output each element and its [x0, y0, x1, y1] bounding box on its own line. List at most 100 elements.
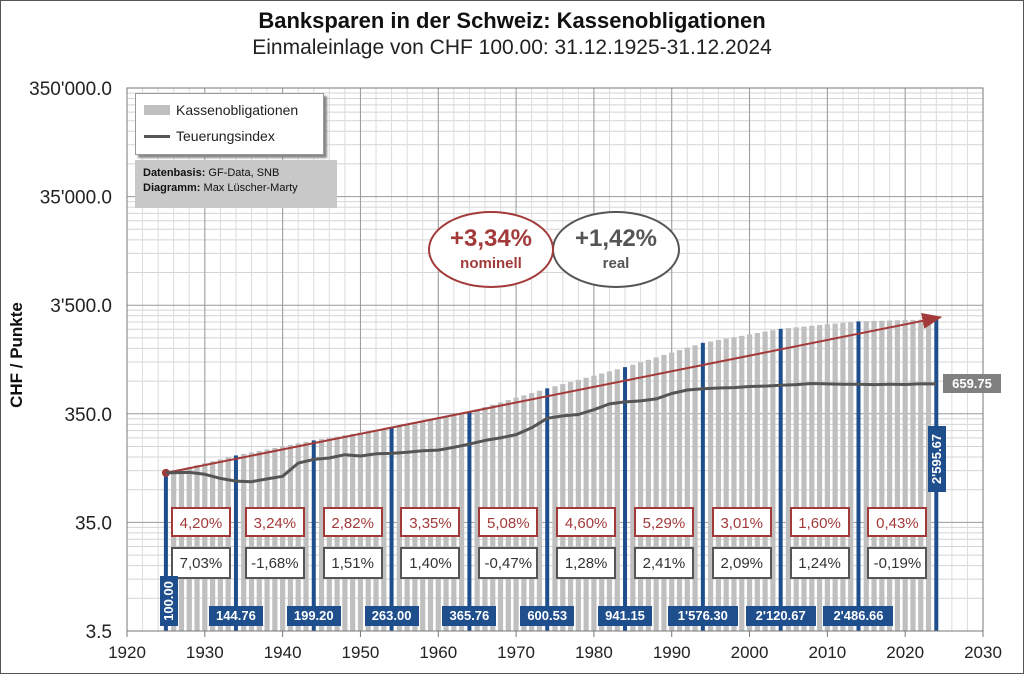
- bar-year-1988: [653, 357, 659, 631]
- real-return-box: -0,47%: [478, 547, 539, 579]
- bar-year-2012: [840, 322, 846, 631]
- bar-year-1963: [459, 413, 465, 631]
- bar-year-2007: [801, 326, 807, 631]
- x-tick-label: 1960: [419, 643, 457, 662]
- value-label-1994: 1'576.30: [667, 606, 738, 626]
- bar-year-2011: [832, 323, 838, 631]
- bar-year-2002: [762, 331, 768, 631]
- bar-decade-1984: [623, 367, 628, 631]
- bar-decade-1994: [700, 342, 705, 631]
- y-tick-label: 35.0: [75, 513, 112, 534]
- nominal-return-box: 5,08%: [478, 507, 539, 537]
- bar-year-2005: [785, 328, 792, 631]
- nominal-return-box: 4,60%: [556, 507, 617, 537]
- value-label-1974: 600.53: [520, 606, 575, 626]
- bar-year-1991: [676, 350, 683, 631]
- nominal-return-box: 4,20%: [170, 507, 231, 537]
- bar-year-1973: [536, 390, 543, 631]
- bar-year-1983: [614, 369, 620, 631]
- bar-year-1938: [264, 449, 270, 631]
- bar-year-1965: [474, 409, 480, 631]
- nominal-trend-arrow: [165, 313, 943, 474]
- bar-year-2003: [770, 330, 776, 631]
- bar-year-1935: [241, 453, 247, 631]
- real-return-box: -0,19%: [867, 547, 928, 579]
- legend: Kassenobligationen Teuerungsindex: [135, 93, 324, 155]
- source-note: Datenbasis: GF-Data, SNB Diagramm: Max L…: [135, 160, 337, 208]
- bar-decade-1974: [545, 388, 550, 631]
- real-return-box: 7,03%: [170, 547, 231, 579]
- inflation-line: [165, 382, 937, 484]
- bar-year-1936: [248, 452, 255, 631]
- bar-year-1978: [575, 379, 581, 631]
- y-tick-label: 3'500.0: [50, 296, 112, 317]
- legend-swatch-bars: [144, 105, 170, 115]
- bar-year-2006: [793, 327, 799, 631]
- bar-year-2016: [871, 320, 877, 631]
- bar-year-2015: [863, 321, 869, 631]
- value-label-1944: 199.20: [286, 606, 341, 626]
- real-return-box: 1,28%: [556, 547, 617, 579]
- value-label-2014: 2'486.66: [823, 606, 894, 626]
- value-label-1964: 365.76: [442, 606, 497, 626]
- nominal-return-label: nominell: [460, 255, 522, 272]
- nominal-return-box: 3,01%: [711, 507, 772, 537]
- real-return-label: real: [602, 255, 630, 272]
- bar-year-2017: [879, 320, 885, 631]
- x-tick-label: 1990: [653, 643, 691, 662]
- plot-border: [126, 87, 984, 632]
- x-tick-label: 1930: [186, 643, 224, 662]
- y-tick-label: 3.5: [86, 622, 112, 643]
- bar-year-1985: [630, 364, 636, 631]
- value-label-text: 2'595.67: [929, 433, 944, 485]
- source-value-chart: Max Lüscher-Marty: [203, 182, 298, 194]
- nominal-return-box: 2,82%: [322, 507, 383, 537]
- bar-year-1945: [318, 439, 325, 631]
- source-value-data: GF-Data, SNB: [208, 167, 280, 179]
- y-tick-label: 350.0: [64, 405, 112, 426]
- x-tick-label: 1970: [497, 643, 535, 662]
- bar-year-1995: [708, 341, 714, 631]
- legend-swatch-line: [144, 134, 170, 138]
- bar-year-2022: [918, 319, 924, 631]
- nominal-return-box: 3,24%: [244, 507, 305, 537]
- chart-subtitle: Einmaleinlage von CHF 100.00: 31.12.1925…: [252, 36, 772, 59]
- bar-year-1996: [715, 340, 722, 631]
- x-tick-label: 1980: [575, 643, 613, 662]
- bar-year-1942: [295, 443, 301, 631]
- bar-year-1987: [645, 359, 651, 631]
- bar-decade-2004: [778, 328, 783, 631]
- bar-year-1981: [599, 373, 605, 631]
- real-return-ellipse: +1,42% real: [552, 211, 680, 288]
- real-return-box: 1,24%: [789, 547, 850, 579]
- real-return-box: 1,40%: [400, 547, 461, 579]
- value-label-1934: 144.76: [208, 606, 263, 626]
- real-return-box: 1,51%: [322, 547, 383, 579]
- x-tick-label: 2030: [964, 643, 1002, 662]
- bar-decade-1925: [163, 472, 168, 631]
- nominal-return-box: 1,60%: [789, 507, 850, 537]
- bar-year-2000: [746, 334, 753, 631]
- bar-decade-1954: [389, 427, 394, 631]
- x-tick-label: 2020: [886, 643, 924, 662]
- source-label-chart: Diagramm:: [143, 182, 201, 194]
- bar-year-2018: [887, 320, 893, 631]
- bar-year-1932: [217, 459, 223, 631]
- bar-year-1992: [684, 347, 690, 631]
- value-label-1954: 263.00: [364, 606, 419, 626]
- bar-year-1989: [661, 354, 667, 631]
- bar-year-2010: [824, 324, 830, 631]
- bar-year-1990: [669, 352, 675, 631]
- bar-year-2020: [902, 320, 908, 631]
- real-return-value: +1,42%: [574, 225, 658, 252]
- bar-year-2021: [910, 319, 916, 631]
- inflation-end-label: 659.75: [943, 374, 1001, 393]
- bar-year-1979: [583, 377, 589, 631]
- bar-year-1999: [739, 335, 745, 631]
- bar-year-2013: [848, 322, 854, 631]
- source-label-data: Datenbasis:: [143, 167, 206, 179]
- bar-year-1997: [723, 338, 729, 631]
- y-tick-label: 35'000.0: [40, 188, 112, 209]
- bar-year-1931: [210, 461, 216, 631]
